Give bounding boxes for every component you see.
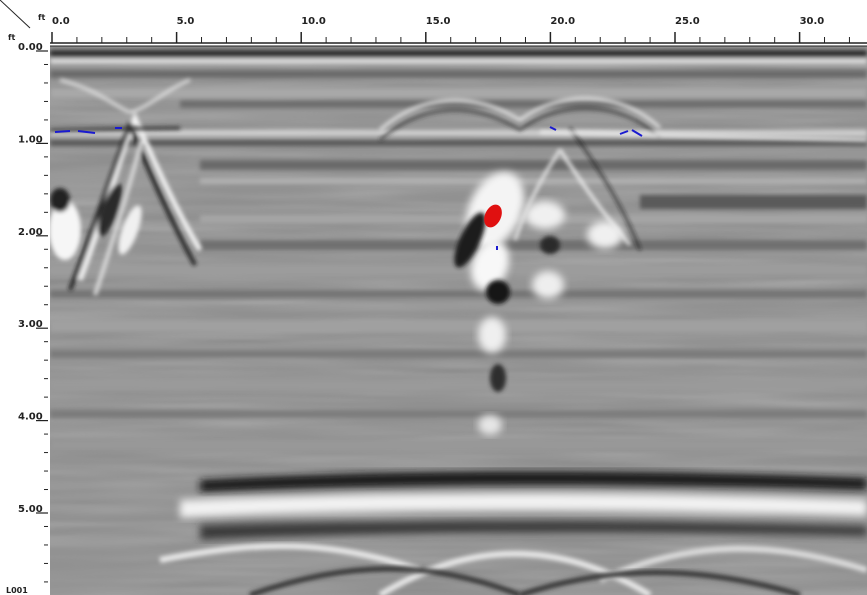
distance-tick-label: 30.0 — [800, 16, 825, 27]
distance-minor-ticks — [51, 32, 850, 43]
distance-unit-label: ft — [38, 13, 45, 22]
depth-tick-label: 2.00 — [18, 227, 43, 238]
depth-tick-label: 0.00 — [18, 42, 43, 53]
distance-axis: 0.0 5.0 10.0 15.0 20.0 25.0 30.0 ft — [38, 13, 867, 47]
depth-tick-label: 4.00 — [18, 412, 43, 423]
distance-tick-labels: 0.0 5.0 10.0 15.0 20.0 25.0 30.0 — [52, 16, 824, 27]
distance-tick-label: 20.0 — [550, 16, 575, 27]
radargram-image — [50, 46, 867, 595]
hyperbola-left — [50, 78, 203, 296]
distance-tick-label: 10.0 — [301, 16, 326, 27]
depth-minor-ticks — [36, 50, 48, 583]
depth-tick-label: 3.00 — [18, 319, 43, 330]
depth-unit-label: ft — [8, 33, 15, 42]
amplitude-highlights — [54, 126, 643, 250]
distance-tick-label: 0.0 — [52, 16, 70, 27]
distance-tick-label: 15.0 — [426, 16, 451, 27]
scan-line-label: L001 — [6, 586, 28, 595]
distance-tick-label: 5.0 — [177, 16, 195, 27]
depth-tick-label: 1.00 — [18, 134, 43, 145]
depth-tick-labels: 0.00 1.00 2.00 3.00 4.00 5.00 — [18, 42, 43, 515]
layer-bands — [50, 50, 867, 450]
depth-axis: 0.00 1.00 2.00 3.00 4.00 5.00 ft — [0, 0, 48, 583]
deep-reflector — [159, 471, 867, 595]
depth-tick-label: 5.00 — [18, 504, 43, 515]
distance-tick-label: 25.0 — [675, 16, 700, 27]
